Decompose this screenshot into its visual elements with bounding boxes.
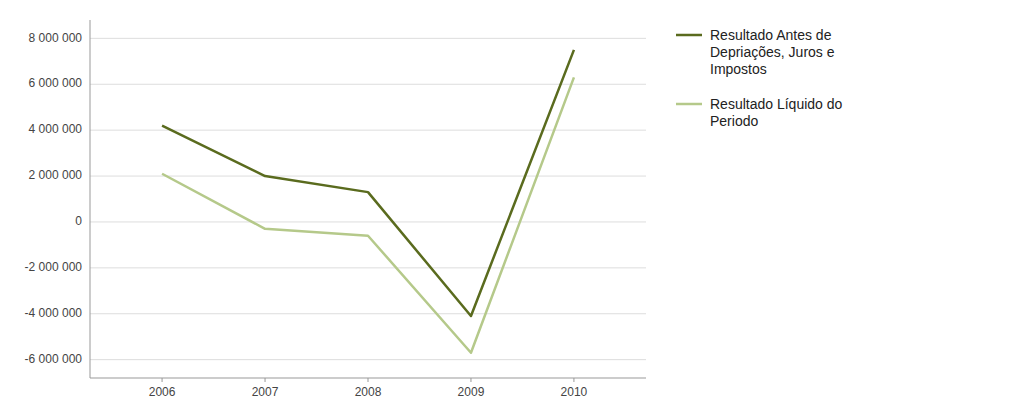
y-tick-label: 2 000 000 [29,168,83,182]
legend-label: Resultado Líquido doPeriodo [710,96,843,129]
grid-line [90,221,646,222]
legend-label: Resultado Antes deDepriações, Juros eImp… [710,27,835,77]
x-tick-label: 2007 [252,385,279,399]
y-tick-label: -2 000 000 [25,260,83,274]
x-tick [470,378,471,382]
grid-line [90,176,646,177]
chart: -6 000 000 -4 000 000 -2 000 000 0 2 000 000… [0,0,1026,418]
x-tick [162,378,163,382]
chart-container: -6 000 000 -4 000 000 -2 000 000 0 2 000 000… [0,0,1026,418]
y-tick-label: 4 000 000 [29,122,83,136]
legend-swatch [676,103,702,106]
y-tick-label: 6 000 000 [29,76,83,90]
y-tick-label: -6 000 000 [25,352,83,366]
y-axis-line [90,20,91,378]
x-tick [368,378,369,382]
x-tick-label: 2010 [561,385,588,399]
y-tick-label: 0 [75,214,82,228]
series-lines [162,50,574,353]
grid-line [90,38,646,39]
legend-swatch [676,34,702,37]
grid-line [90,359,646,360]
grid-line [90,84,646,85]
grid-line [90,313,646,314]
x-axis-labels: 2006 2007 2008 2009 2010 [149,378,588,399]
x-tick-label: 2009 [458,385,485,399]
x-tick [265,378,266,382]
x-tick-label: 2006 [149,385,176,399]
legend: Resultado Antes deDepriações, Juros eImp… [676,27,843,129]
x-tick-label: 2008 [355,385,382,399]
series-line [162,77,574,352]
y-axis-labels: -6 000 000 -4 000 000 -2 000 000 0 2 000 000… [25,31,83,366]
y-tick-label: 8 000 000 [29,31,83,45]
grid [90,38,646,359]
x-tick [573,378,574,382]
grid-line [90,267,646,268]
series-line [162,50,574,316]
y-tick-label: -4 000 000 [25,306,83,320]
